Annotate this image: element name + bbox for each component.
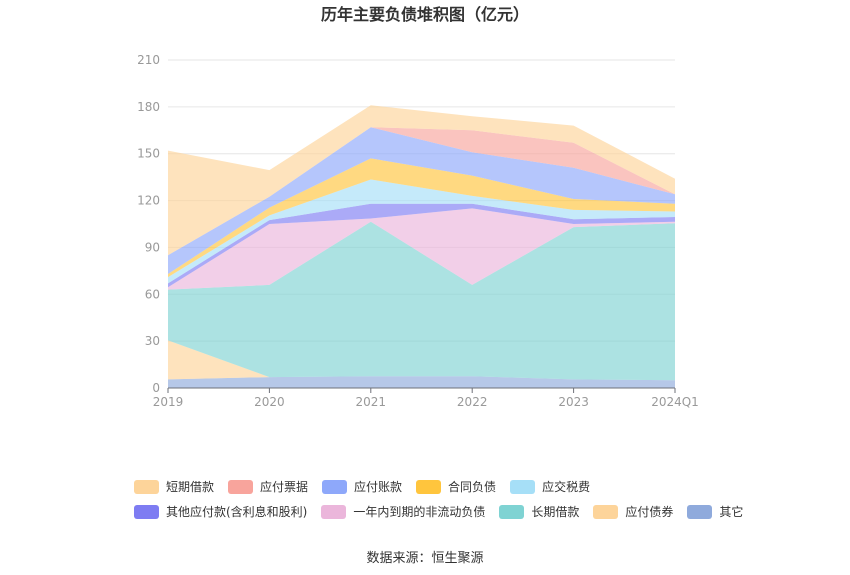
legend: 短期借款 应付票据 应付账款 合同负债 应交税费其他应付款(含利息和股利) 一年内到期的非… [134, 474, 774, 524]
area-series-layer [168, 105, 675, 388]
legend-swatch [593, 504, 619, 519]
y-tick-label: 180 [137, 100, 160, 114]
legend-item[interactable]: 其他应付款(含利息和股利) [134, 503, 307, 520]
legend-item[interactable]: 应交税费 [510, 478, 590, 495]
chart-title: 历年主要负债堆积图（亿元） [321, 5, 529, 24]
area-series-6 [168, 158, 675, 278]
legend-label: 一年内到期的非流动负债 [353, 505, 486, 519]
y-tick-label: 120 [137, 194, 160, 208]
y-tick-label: 90 [145, 240, 160, 254]
legend-label: 应付债券 [625, 505, 674, 519]
y-tick-label: 30 [145, 334, 160, 348]
legend-item[interactable]: 长期借款 [499, 503, 579, 520]
area-series-7 [168, 127, 675, 274]
legend-item[interactable]: 应付票据 [228, 478, 308, 495]
x-tick-label: 2019 [153, 395, 184, 409]
legend-label: 应付票据 [260, 480, 309, 494]
y-tick-label: 60 [145, 287, 160, 301]
legend-item[interactable]: 应付账款 [322, 478, 402, 495]
legend-label: 应付账款 [354, 480, 403, 494]
legend-label: 短期借款 [166, 480, 215, 494]
legend-swatch [134, 479, 159, 494]
x-tick-label: 2021 [356, 395, 387, 409]
area-series-0 [168, 376, 675, 388]
legend-label: 其它 [719, 505, 744, 519]
legend-swatch [321, 504, 347, 519]
y-tick-label: 150 [137, 147, 160, 161]
x-tick-label: 2022 [457, 395, 488, 409]
legend-item[interactable]: 应付债券 [593, 503, 673, 520]
legend-label: 合同负债 [448, 480, 497, 494]
legend-swatch [499, 504, 525, 519]
legend-label: 应交税费 [542, 480, 591, 494]
legend-item[interactable]: 其它 [687, 503, 743, 520]
legend-label: 其他应付款(含利息和股利) [166, 505, 308, 519]
legend-swatch [322, 479, 348, 494]
legend-swatch [510, 479, 536, 494]
data-source-note: 数据来源：恒生聚源 [366, 551, 484, 566]
legend-item[interactable]: 短期借款 [134, 478, 214, 495]
legend-label: 长期借款 [531, 505, 580, 519]
y-tick-label: 0 [152, 381, 160, 395]
y-tick-label: 210 [137, 53, 160, 67]
legend-item[interactable]: 一年内到期的非流动负债 [321, 503, 485, 520]
area-series-9 [168, 105, 675, 256]
area-series-8 [168, 127, 675, 256]
legend-row: 短期借款 应付票据 应付账款 合同负债 应交税费 [134, 474, 774, 499]
legend-item[interactable]: 合同负债 [416, 478, 496, 495]
legend-row: 其他应付款(含利息和股利) 一年内到期的非流动负债 长期借款 应付债券 其它 [134, 499, 774, 524]
legend-swatch [134, 504, 159, 519]
x-tick-label: 2023 [558, 395, 589, 409]
area-series-2 [168, 221, 675, 381]
x-tick-label: 2024Q1 [651, 395, 699, 409]
legend-swatch [687, 504, 713, 519]
x-tick-label: 2020 [254, 395, 285, 409]
area-series-5 [168, 179, 675, 284]
area-series-1 [168, 340, 675, 381]
area-series-3 [168, 208, 675, 290]
legend-swatch [416, 479, 442, 494]
legend-swatch [228, 479, 254, 494]
axes: 0 30 60 90 120 150 180 210 2019 2020 2021 2022 2023 2… [137, 53, 699, 409]
